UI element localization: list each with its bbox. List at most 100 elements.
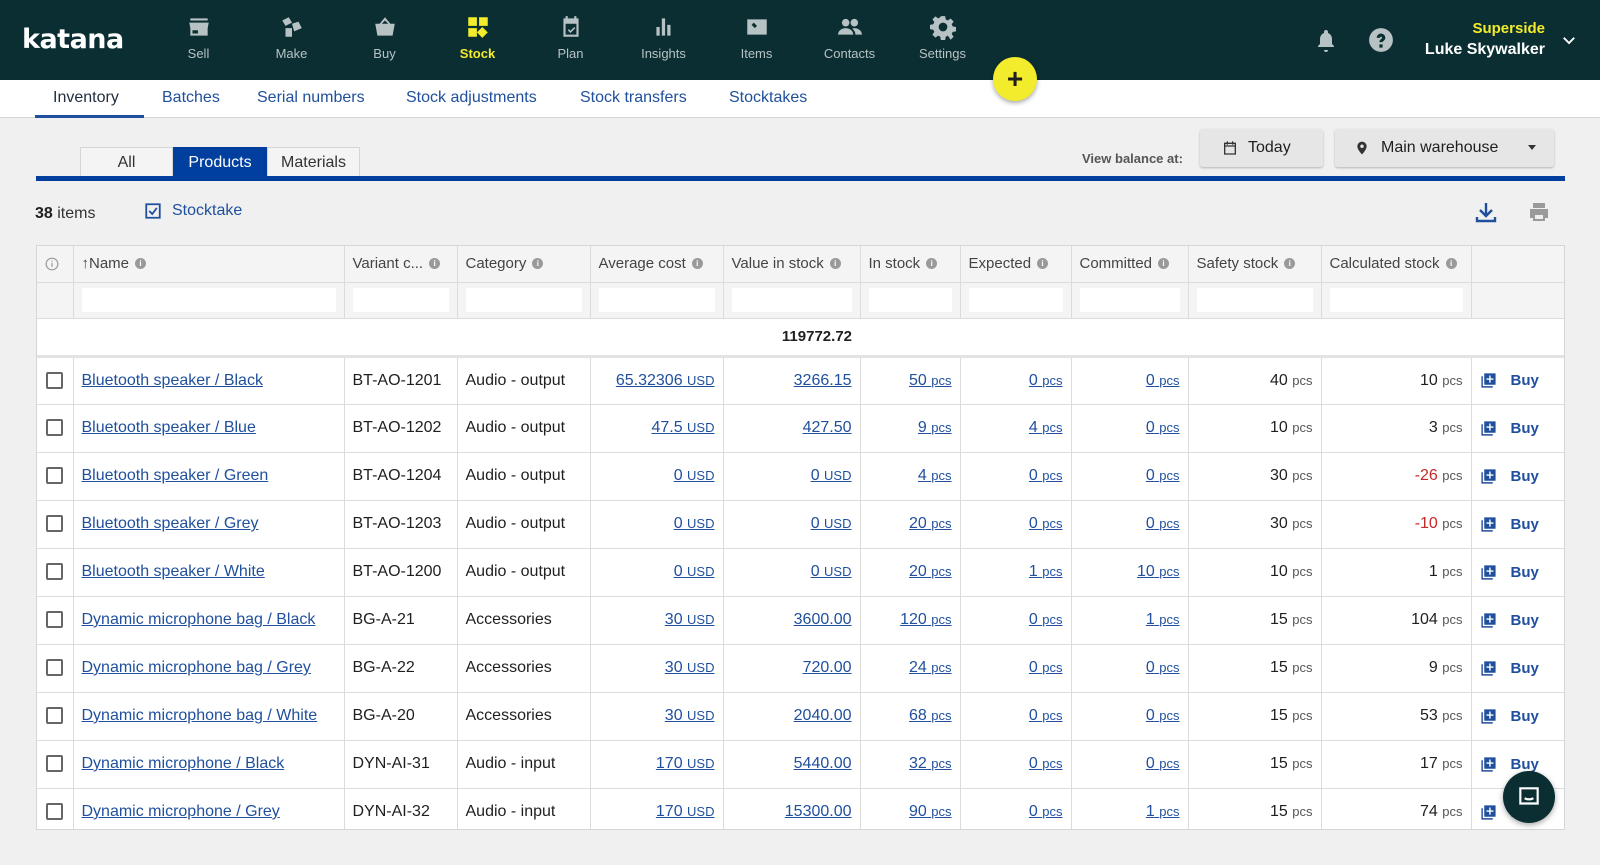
committed-link[interactable]: 0 pcs bbox=[1146, 419, 1180, 436]
col-safety-stock[interactable]: Safety stock i bbox=[1188, 246, 1322, 283]
col-expected[interactable]: Expected i bbox=[960, 246, 1072, 283]
expected-link[interactable]: 0 pcs bbox=[1029, 707, 1063, 724]
filter-in-stock-input[interactable] bbox=[868, 288, 952, 312]
product-name-link[interactable]: Dynamic microphone bag / Black bbox=[81, 611, 316, 628]
nav-contacts[interactable]: Contacts bbox=[803, 0, 896, 80]
row-checkbox[interactable] bbox=[46, 803, 64, 821]
expected-link[interactable]: 4 pcs bbox=[1029, 419, 1063, 436]
col-value-in-stock[interactable]: Value in stock i bbox=[723, 246, 861, 283]
expected-link[interactable]: 0 pcs bbox=[1029, 611, 1063, 628]
in-stock-link[interactable]: 50 pcs bbox=[909, 372, 951, 389]
average-cost-link[interactable]: 47.5 USD bbox=[651, 419, 714, 436]
col-committed[interactable]: Committed i bbox=[1071, 246, 1189, 283]
value-in-stock-link[interactable]: 0 USD bbox=[811, 467, 852, 484]
committed-link[interactable]: 1 pcs bbox=[1146, 611, 1180, 628]
row-checkbox[interactable] bbox=[46, 611, 64, 629]
row-checkbox[interactable] bbox=[46, 755, 64, 773]
product-name-link[interactable]: Bluetooth speaker / Green bbox=[81, 467, 269, 484]
average-cost-link[interactable]: 65.32306 USD bbox=[616, 372, 715, 389]
expected-link[interactable]: 1 pcs bbox=[1029, 563, 1063, 580]
nav-make[interactable]: Make bbox=[245, 0, 338, 80]
filter-committed-input[interactable] bbox=[1079, 288, 1180, 312]
value-in-stock-link[interactable]: 0 USD bbox=[811, 563, 852, 580]
average-cost-link[interactable]: 0 USD bbox=[674, 563, 715, 580]
nav-items[interactable]: Items bbox=[710, 0, 803, 80]
filter-calculated-input[interactable] bbox=[1329, 288, 1463, 312]
value-in-stock-link[interactable]: 0 USD bbox=[811, 515, 852, 532]
expected-link[interactable]: 0 pcs bbox=[1029, 467, 1063, 484]
user-menu[interactable]: Superside Luke Skywalker bbox=[1405, 20, 1545, 59]
expected-link[interactable]: 0 pcs bbox=[1029, 803, 1063, 820]
col-average-cost[interactable]: Average cost i bbox=[590, 246, 724, 283]
help-icon[interactable] bbox=[1368, 27, 1394, 53]
expected-link[interactable]: 0 pcs bbox=[1029, 755, 1063, 772]
filter-average-cost-input[interactable] bbox=[598, 288, 715, 312]
value-in-stock-link[interactable]: 3600.00 bbox=[794, 611, 852, 628]
in-stock-link[interactable]: 90 pcs bbox=[909, 803, 951, 820]
row-checkbox[interactable] bbox=[46, 515, 64, 533]
in-stock-link[interactable]: 120 pcs bbox=[900, 611, 951, 628]
nav-plan[interactable]: Plan bbox=[524, 0, 617, 80]
product-name-link[interactable]: Bluetooth speaker / White bbox=[81, 563, 265, 580]
buy-button[interactable]: Buy bbox=[1480, 708, 1559, 725]
value-in-stock-link[interactable]: 3266.15 bbox=[794, 372, 852, 389]
nav-settings[interactable]: Settings bbox=[896, 0, 989, 80]
expected-link[interactable]: 0 pcs bbox=[1029, 515, 1063, 532]
buy-button[interactable]: Buy bbox=[1480, 660, 1559, 677]
row-checkbox[interactable] bbox=[46, 707, 64, 725]
product-name-link[interactable]: Dynamic microphone bag / White bbox=[81, 707, 318, 724]
average-cost-link[interactable]: 0 USD bbox=[674, 515, 715, 532]
buy-button[interactable]: Buy bbox=[1480, 516, 1559, 533]
nav-buy[interactable]: Buy bbox=[338, 0, 431, 80]
in-stock-link[interactable]: 68 pcs bbox=[909, 707, 951, 724]
tab-stock-transfers[interactable]: Stock transfers bbox=[580, 89, 687, 106]
value-in-stock-link[interactable]: 720.00 bbox=[803, 659, 852, 676]
buy-button[interactable]: Buy bbox=[1480, 468, 1559, 485]
row-checkbox[interactable] bbox=[46, 419, 64, 437]
value-in-stock-link[interactable]: 2040.00 bbox=[794, 707, 852, 724]
in-stock-link[interactable]: 9 pcs bbox=[918, 419, 952, 436]
nav-stock[interactable]: Stock bbox=[431, 0, 524, 80]
average-cost-link[interactable]: 0 USD bbox=[674, 467, 715, 484]
committed-link[interactable]: 10 pcs bbox=[1137, 563, 1179, 580]
product-name-link[interactable]: Bluetooth speaker / Grey bbox=[81, 515, 259, 532]
filter-name-input[interactable] bbox=[81, 288, 336, 312]
value-in-stock-link[interactable]: 5440.00 bbox=[794, 755, 852, 772]
product-name-link[interactable]: Bluetooth speaker / Blue bbox=[81, 419, 256, 436]
filter-value-input[interactable] bbox=[731, 288, 852, 312]
committed-link[interactable]: 0 pcs bbox=[1146, 707, 1180, 724]
segment-products[interactable]: Products bbox=[173, 147, 267, 177]
value-in-stock-link[interactable]: 427.50 bbox=[803, 419, 852, 436]
buy-button[interactable]: Buy bbox=[1480, 372, 1559, 389]
in-stock-link[interactable]: 32 pcs bbox=[909, 755, 951, 772]
filter-expected-input[interactable] bbox=[968, 288, 1063, 312]
tab-stocktakes[interactable]: Stocktakes bbox=[729, 89, 808, 106]
in-stock-link[interactable]: 20 pcs bbox=[909, 563, 951, 580]
segment-all[interactable]: All bbox=[80, 147, 173, 177]
row-checkbox[interactable] bbox=[46, 467, 64, 485]
in-stock-link[interactable]: 24 pcs bbox=[909, 659, 951, 676]
nav-sell[interactable]: Sell bbox=[152, 0, 245, 80]
print-icon[interactable] bbox=[1527, 200, 1551, 224]
committed-link[interactable]: 0 pcs bbox=[1146, 515, 1180, 532]
chat-button[interactable] bbox=[1503, 771, 1555, 823]
col-category[interactable]: Category i bbox=[457, 246, 591, 283]
warehouse-select[interactable]: Main warehouse bbox=[1335, 129, 1554, 167]
in-stock-link[interactable]: 20 pcs bbox=[909, 515, 951, 532]
row-checkbox[interactable] bbox=[46, 563, 64, 581]
bell-icon[interactable] bbox=[1314, 28, 1338, 52]
average-cost-link[interactable]: 30 USD bbox=[665, 707, 715, 724]
expected-link[interactable]: 0 pcs bbox=[1029, 372, 1063, 389]
committed-link[interactable]: 1 pcs bbox=[1146, 803, 1180, 820]
chevron-down-icon[interactable] bbox=[1560, 31, 1578, 49]
filter-safety-input[interactable] bbox=[1196, 288, 1313, 312]
buy-button[interactable]: Buy bbox=[1480, 612, 1559, 629]
tab-inventory[interactable]: Inventory bbox=[35, 80, 144, 118]
committed-link[interactable]: 0 pcs bbox=[1146, 659, 1180, 676]
product-name-link[interactable]: Dynamic microphone / Grey bbox=[81, 803, 280, 820]
download-icon[interactable] bbox=[1474, 200, 1498, 224]
tab-serial-numbers[interactable]: Serial numbers bbox=[257, 89, 365, 106]
product-name-link[interactable]: Dynamic microphone bag / Grey bbox=[81, 659, 311, 676]
col-name[interactable]: ↑Name i bbox=[73, 246, 345, 283]
committed-link[interactable]: 0 pcs bbox=[1146, 755, 1180, 772]
